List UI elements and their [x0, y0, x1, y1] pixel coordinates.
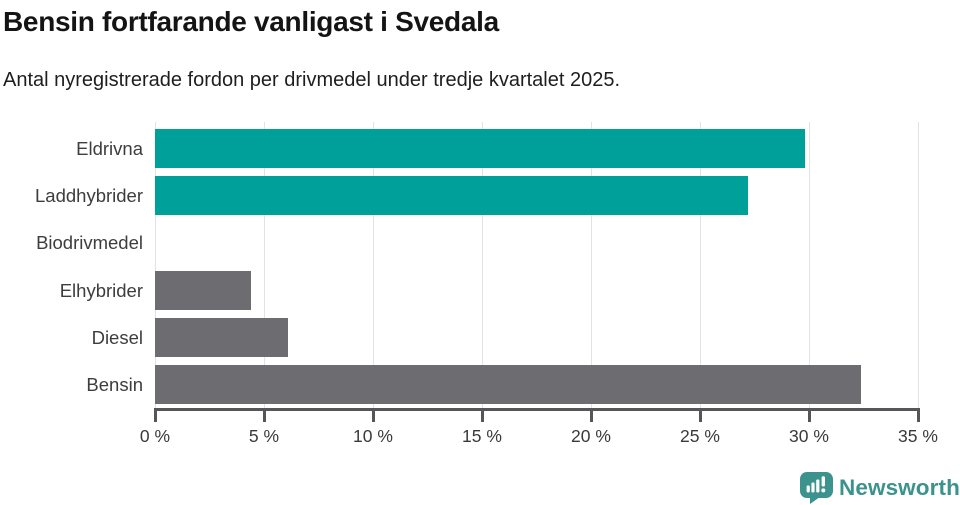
x-axis-tick-label: 25 %: [680, 426, 720, 446]
x-axis-tick: [154, 408, 157, 422]
chart-title: Bensin fortfarande vanligast i Svedala: [3, 6, 499, 37]
gridline: [155, 122, 156, 408]
category-label: Biodrivmedel: [36, 232, 143, 254]
category-label: Eldrivna: [76, 138, 143, 159]
newsworthy-logo-icon: [800, 472, 833, 504]
x-axis-tick-label: 35 %: [898, 426, 938, 446]
bar: [155, 364, 862, 404]
x-axis-tick: [808, 408, 811, 422]
x-axis-tick-label: 5 %: [248, 426, 280, 446]
category-label: Bensin: [86, 373, 143, 395]
gridline: [264, 122, 265, 408]
gridline: [591, 122, 592, 408]
gridline: [700, 122, 701, 408]
x-axis-tick: [590, 408, 593, 422]
bar: [155, 317, 288, 357]
bar-glyph-short: [806, 485, 810, 493]
x-axis-tick: [263, 408, 266, 422]
exclamation-stem-glyph: [821, 476, 825, 487]
category-label: Diesel: [91, 326, 143, 348]
bar: [155, 176, 748, 216]
x-axis-tick-label: 0 %: [139, 426, 171, 446]
x-axis-tick: [699, 408, 702, 422]
category-label: Laddhybrider: [35, 185, 143, 207]
x-axis-tick: [372, 408, 375, 422]
brand-footer: Newsworthy: [799, 471, 960, 504]
gridline: [482, 122, 483, 408]
chart-subtitle: Antal nyregistrerade fordon per drivmede…: [3, 69, 621, 91]
x-axis-tick: [917, 408, 920, 422]
category-label: Elhybrider: [59, 279, 143, 301]
gridline: [373, 122, 374, 408]
x-axis-tick: [481, 408, 484, 422]
plot-area: 0 % 5 % 10 % 15 % 20 % 25 % 30 % 35 %: [140, 122, 938, 446]
gridline: [918, 122, 919, 408]
bar: [155, 129, 805, 169]
gridline: [809, 122, 810, 408]
bar: [155, 270, 251, 310]
bar-glyph-medium: [811, 482, 815, 493]
exclamation-dot-glyph: [821, 488, 826, 493]
x-axis-tick-label: 30 %: [789, 426, 829, 446]
y-axis-labels: Eldrivna Laddhybrider Biodrivmedel Elhybrid…: [0, 125, 143, 408]
x-axis-tick-label: 10 %: [353, 426, 393, 446]
x-axis-tick-label: 20 %: [571, 426, 611, 446]
x-axis-tick-label: 15 %: [462, 426, 502, 446]
brand-name: Newsworthy: [839, 474, 960, 500]
bar-glyph-tall: [816, 479, 820, 493]
